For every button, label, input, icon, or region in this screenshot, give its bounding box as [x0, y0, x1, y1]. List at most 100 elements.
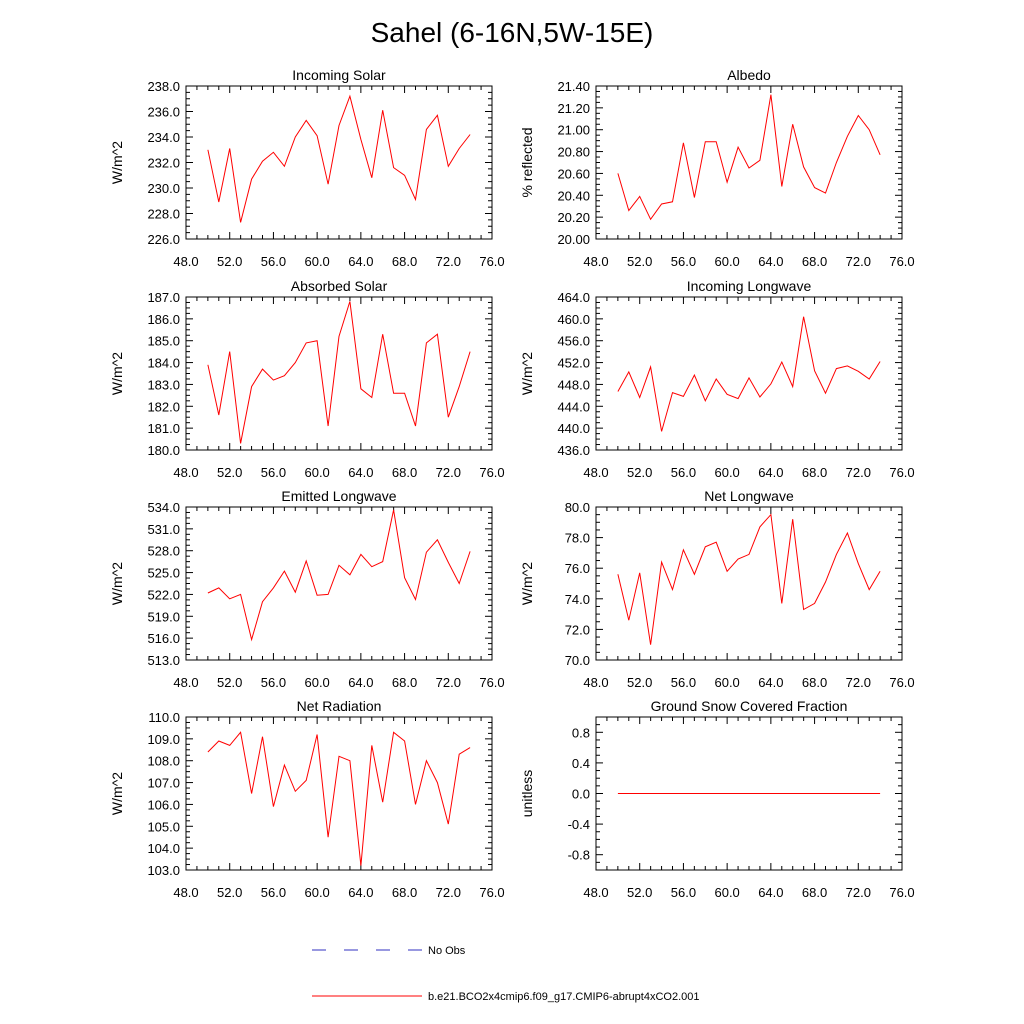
- albedo-ylabel: % reflected: [519, 127, 535, 197]
- albedo-title: Albedo: [727, 67, 771, 83]
- absorbed-solar-ytick-label: 182.0: [147, 399, 180, 414]
- net-longwave-ylabel: W/m^2: [519, 562, 535, 605]
- incoming-solar-xtick-label: 48.0: [173, 254, 198, 269]
- ground-snow-covered-fraction-ytick-label: 0.0: [572, 787, 590, 802]
- albedo-xtick-label: 76.0: [889, 254, 914, 269]
- net-radiation-xtick-label: 48.0: [173, 885, 198, 900]
- incoming-solar-ytick-label: 228.0: [147, 207, 180, 222]
- albedo-ytick-label: 21.00: [557, 123, 590, 138]
- net-longwave-ytick-label: 76.0: [565, 561, 590, 576]
- incoming-longwave-ylabel: W/m^2: [519, 352, 535, 395]
- emitted-longwave-xtick-label: 68.0: [392, 675, 417, 690]
- panel-net-radiation: Net Radiation W/m^2 48.0 52.0 56.0 60.0 64.0 68…: [109, 698, 505, 900]
- absorbed-solar-xtick-label: 76.0: [479, 465, 504, 480]
- emitted-longwave-xtick-label: 48.0: [173, 675, 198, 690]
- incoming-longwave-xtick-label: 64.0: [758, 465, 783, 480]
- absorbed-solar-xtick-label: 64.0: [348, 465, 373, 480]
- albedo-xtick-label: 72.0: [846, 254, 871, 269]
- ground-snow-covered-fraction-xtick-label: 52.0: [627, 885, 652, 900]
- albedo-ytick-label: 21.20: [557, 101, 590, 116]
- incoming-longwave-xtick-label: 56.0: [671, 465, 696, 480]
- ground-snow-covered-fraction-xtick-label: 72.0: [846, 885, 871, 900]
- emitted-longwave-xtick-label: 76.0: [479, 675, 504, 690]
- absorbed-solar-ylabel: W/m^2: [109, 352, 125, 395]
- albedo-ytick-label: 20.60: [557, 166, 590, 181]
- panel-albedo: Albedo % reflected 48.0 52.0 56.0 60.0 64.0 68.…: [519, 67, 915, 269]
- absorbed-solar-series-line-0: [207, 301, 471, 444]
- net-radiation-ytick-label: 103.0: [147, 863, 180, 878]
- emitted-longwave-ytick-label: 525.0: [147, 566, 180, 581]
- legend: No Obs b.e21.BCO2x4cmip6.f09_g17.CMIP6-a…: [312, 945, 700, 1003]
- net-radiation-ytick-label: 109.0: [147, 732, 180, 747]
- net-radiation-xtick-label: 52.0: [217, 885, 242, 900]
- albedo-ytick-label: 20.00: [557, 232, 590, 247]
- absorbed-solar-ytick-label: 184.0: [147, 356, 180, 371]
- albedo-ytick-label: 20.80: [557, 145, 590, 160]
- emitted-longwave-ytick-label: 519.0: [147, 609, 180, 624]
- incoming-solar-ytick-label: 230.0: [147, 181, 180, 196]
- incoming-longwave-xtick-label: 72.0: [846, 465, 871, 480]
- absorbed-solar-xtick-label: 48.0: [173, 465, 198, 480]
- panel-ground-snow-covered-fraction: Ground Snow Covered Fraction unitless 48.0…: [519, 698, 915, 900]
- net-radiation-title: Net Radiation: [297, 698, 382, 714]
- emitted-longwave-ylabel: W/m^2: [109, 562, 125, 605]
- albedo-xtick-label: 68.0: [802, 254, 827, 269]
- net-longwave-xtick-label: 64.0: [758, 675, 783, 690]
- net-longwave-ytick-label: 72.0: [565, 622, 590, 637]
- net-radiation-series-line-0: [207, 731, 471, 866]
- incoming-longwave-ytick-label: 460.0: [557, 312, 590, 327]
- ground-snow-covered-fraction-ytick-label: 0.4: [572, 756, 590, 771]
- emitted-longwave-title: Emitted Longwave: [281, 488, 396, 504]
- net-longwave-ytick-label: 80.0: [565, 500, 590, 515]
- albedo-xtick-label: 52.0: [627, 254, 652, 269]
- ground-snow-covered-fraction-xtick-label: 60.0: [714, 885, 739, 900]
- ground-snow-covered-fraction-ytick-label: -0.4: [568, 817, 590, 832]
- absorbed-solar-xtick-label: 68.0: [392, 465, 417, 480]
- emitted-longwave-ytick-label: 516.0: [147, 631, 180, 646]
- incoming-longwave-ytick-label: 464.0: [557, 290, 590, 305]
- ground-snow-covered-fraction-title: Ground Snow Covered Fraction: [651, 698, 848, 714]
- panel-absorbed-solar: Absorbed Solar W/m^2 48.0 52.0 56.0 60.0 64.0 6…: [109, 278, 505, 480]
- incoming-longwave-ytick-label: 456.0: [557, 334, 590, 349]
- incoming-solar-ytick-label: 236.0: [147, 105, 180, 120]
- emitted-longwave-xtick-label: 56.0: [261, 675, 286, 690]
- panel-incoming-longwave: Incoming Longwave W/m^2 48.0 52.0 56.0 60.0 64…: [519, 278, 915, 480]
- net-longwave-ytick-label: 74.0: [565, 592, 590, 607]
- incoming-solar-xtick-label: 60.0: [304, 254, 329, 269]
- net-longwave-xtick-label: 76.0: [889, 675, 914, 690]
- incoming-longwave-ytick-label: 444.0: [557, 399, 590, 414]
- incoming-longwave-xtick-label: 68.0: [802, 465, 827, 480]
- incoming-longwave-ytick-label: 436.0: [557, 443, 590, 458]
- incoming-longwave-ytick-label: 448.0: [557, 377, 590, 392]
- incoming-solar-title: Incoming Solar: [292, 67, 386, 83]
- net-longwave-title: Net Longwave: [704, 488, 794, 504]
- emitted-longwave-ytick-label: 531.0: [147, 522, 180, 537]
- incoming-longwave-series-line-0: [617, 316, 881, 432]
- incoming-longwave-xtick-label: 48.0: [583, 465, 608, 480]
- absorbed-solar-title: Absorbed Solar: [291, 278, 388, 294]
- net-longwave-xtick-label: 48.0: [583, 675, 608, 690]
- absorbed-solar-ytick-label: 180.0: [147, 443, 180, 458]
- panel-net-longwave: Net Longwave W/m^2 48.0 52.0 56.0 60.0 64.0 68.…: [519, 488, 915, 690]
- incoming-solar-ytick-label: 226.0: [147, 232, 180, 247]
- incoming-longwave-title: Incoming Longwave: [687, 278, 812, 294]
- legend-model-label: b.e21.BCO2x4cmip6.f09_g17.CMIP6-abrupt4x…: [428, 991, 700, 1003]
- net-longwave-xtick-label: 56.0: [671, 675, 696, 690]
- incoming-solar-xtick-label: 68.0: [392, 254, 417, 269]
- ground-snow-covered-fraction-xtick-label: 48.0: [583, 885, 608, 900]
- emitted-longwave-xtick-label: 64.0: [348, 675, 373, 690]
- albedo-xtick-label: 60.0: [714, 254, 739, 269]
- absorbed-solar-xtick-label: 72.0: [436, 465, 461, 480]
- absorbed-solar-xtick-label: 56.0: [261, 465, 286, 480]
- albedo-xtick-label: 64.0: [758, 254, 783, 269]
- net-radiation-xtick-label: 60.0: [304, 885, 329, 900]
- absorbed-solar-ytick-label: 185.0: [147, 334, 180, 349]
- albedo-series-line-0: [617, 94, 881, 221]
- panel-emitted-longwave: Emitted Longwave W/m^2 48.0 52.0 56.0 60.0 64.…: [109, 488, 505, 690]
- albedo-ytick-label: 20.40: [557, 188, 590, 203]
- net-longwave-xtick-label: 68.0: [802, 675, 827, 690]
- ground-snow-covered-fraction-xtick-label: 56.0: [671, 885, 696, 900]
- albedo-xtick-label: 56.0: [671, 254, 696, 269]
- ground-snow-covered-fraction-xtick-label: 68.0: [802, 885, 827, 900]
- emitted-longwave-xtick-label: 60.0: [304, 675, 329, 690]
